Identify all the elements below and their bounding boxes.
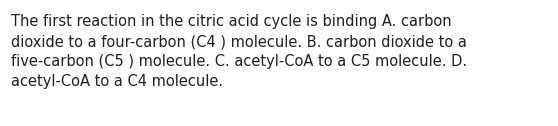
Text: acetyl-CoA to a C4 molecule.: acetyl-CoA to a C4 molecule. xyxy=(11,74,223,89)
Text: five-carbon (C5 ) molecule. C. acetyl-CoA to a C5 molecule. D.: five-carbon (C5 ) molecule. C. acetyl-Co… xyxy=(11,54,467,69)
Text: The first reaction in the citric acid cycle is binding A. carbon: The first reaction in the citric acid cy… xyxy=(11,14,452,29)
Text: dioxide to a four-carbon (C4 ) molecule. B. carbon dioxide to a: dioxide to a four-carbon (C4 ) molecule.… xyxy=(11,34,467,49)
